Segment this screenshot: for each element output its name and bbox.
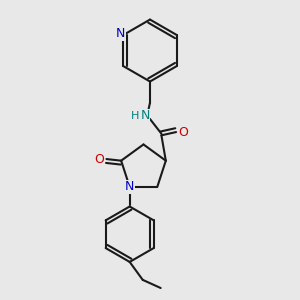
Text: O: O bbox=[178, 126, 188, 139]
Text: N: N bbox=[116, 27, 125, 40]
Text: H: H bbox=[131, 111, 140, 121]
Text: N: N bbox=[125, 180, 134, 194]
Text: N: N bbox=[140, 109, 150, 122]
Text: O: O bbox=[94, 152, 104, 166]
